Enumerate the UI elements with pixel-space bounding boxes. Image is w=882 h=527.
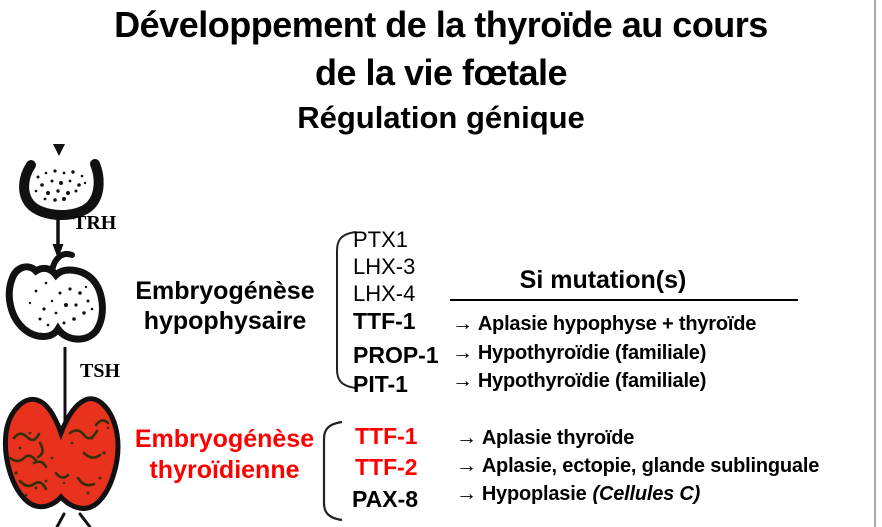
consequence-row: → Hypothyroïdie (familiale) — [452, 341, 706, 365]
right-arrow-icon: → — [456, 426, 477, 449]
pituitary-gene-bracket — [336, 231, 357, 389]
gene-lhx3: LHX-3 — [353, 254, 416, 279]
consequence-text: Hypoplasie — [481, 483, 587, 505]
consequence-text: Aplasie hypophyse + thyroïde — [477, 313, 757, 335]
trh-arrow — [52, 213, 64, 259]
thyroid-gene-bracket — [322, 420, 343, 522]
gene-ptx1: PTX1 — [353, 227, 409, 252]
trh-label: TRH — [73, 212, 117, 234]
consequence-text: Hypothyroïdie (familiale) — [477, 370, 707, 392]
right-arrow-icon: → — [456, 454, 477, 477]
slide-subtitle: Régulation génique — [297, 100, 585, 135]
consequence-text: Aplasie thyroïde — [481, 427, 635, 449]
gene-lhx4: LHX-4 — [353, 281, 416, 306]
gene-pax8: PAX-8 — [352, 486, 419, 512]
gene-ttf1-thyroid: TTF-1 — [355, 423, 418, 449]
thyroid-label-line1: Embryogénèse — [134, 425, 315, 453]
slide-title-line1: Développement de la thyroïde au cours — [114, 4, 768, 45]
gene-prop1: PROP-1 — [353, 342, 439, 368]
consequence-row: → Hypothyroïdie (familiale) — [452, 369, 706, 393]
consequence-text: Aplasie, ectopie, glande sublinguale — [481, 455, 820, 477]
right-arrow-icon: → — [452, 369, 473, 392]
right-arrow-icon: → — [452, 341, 473, 364]
thyroid-label-line2: thyroïdienne — [149, 456, 300, 484]
gene-ttf1: TTF-1 — [353, 308, 416, 334]
gene-pit1: PIT-1 — [353, 371, 408, 397]
trachea-lines — [55, 512, 92, 527]
consequence-text: Hypothyroïdie (familiale) — [477, 342, 707, 364]
tsh-label: TSH — [80, 360, 121, 382]
consequence-row: → Aplasie, ectopie, glande sublinguale — [456, 454, 825, 478]
gene-ttf2: TTF-2 — [355, 454, 418, 480]
consequence-row: → Hypoplasie (Cellules C) — [456, 482, 700, 506]
pituitary-label-line1: Embryogénèse — [135, 277, 315, 305]
mutation-header-underline — [450, 299, 798, 301]
page-edge-line — [874, 0, 876, 527]
mutation-header: Si mutation(s) — [519, 266, 687, 294]
right-arrow-icon: → — [452, 312, 473, 335]
consequence-row: → Aplasie hypophyse + thyroïde — [452, 312, 756, 336]
right-arrow-icon: → — [456, 482, 477, 505]
top-arrowhead-icon — [53, 144, 65, 156]
anatomy-illustration — [2, 144, 121, 527]
pituitary-illustration — [5, 251, 106, 343]
pituitary-section-label: Embryogénèse hypophysaire — [110, 276, 340, 336]
consequence-italic-text: (Cellules C) — [592, 483, 701, 505]
slide-title-line2: de la vie fœtale — [314, 52, 568, 93]
thyroid-section-label: Embryogénèse thyroïdienne — [112, 424, 337, 486]
pituitary-label-line2: hypophysaire — [143, 307, 307, 335]
hypothalamus-illustration — [19, 159, 104, 220]
thyroid-illustration — [2, 396, 121, 511]
consequence-row: → Aplasie thyroïde — [456, 426, 640, 450]
